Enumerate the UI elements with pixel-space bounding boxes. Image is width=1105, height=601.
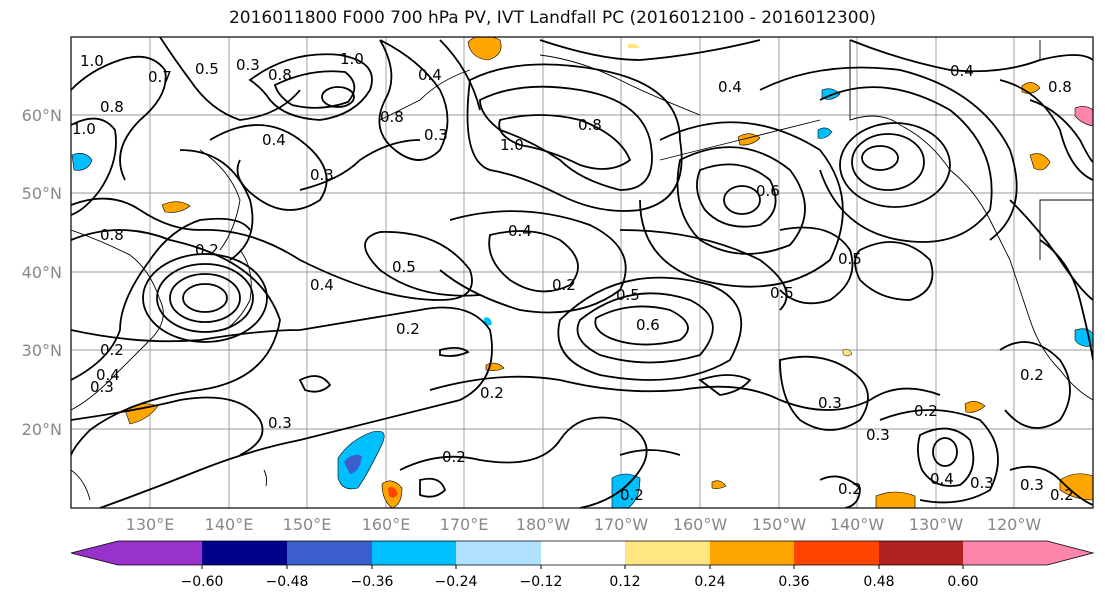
lon-label: 130°E <box>126 515 175 534</box>
contour-label: 0.2 <box>1050 486 1074 504</box>
contour-label: 0.4 <box>96 366 120 384</box>
ivt-shading <box>71 37 1093 508</box>
contour-label: 0.6 <box>636 316 660 334</box>
contour-label: 1.0 <box>500 136 524 154</box>
contour-label: 0.2 <box>620 486 644 504</box>
contour-label: 1.0 <box>72 120 96 138</box>
contour-label: 0.5 <box>770 284 794 302</box>
lon-label: 160°E <box>362 515 411 534</box>
contour-label: 0.8 <box>380 108 404 126</box>
contour-label: 0.3 <box>970 474 994 492</box>
longitude-labels: 130°E 140°E 150°E 160°E 170°E 180°W 170°… <box>126 515 1042 534</box>
contour-label: 0.2 <box>100 341 124 359</box>
colorbar-segment <box>625 541 710 565</box>
map-background <box>71 37 1093 508</box>
contour-label: 0.4 <box>262 131 286 149</box>
contour-label: 0.2 <box>442 448 466 466</box>
contour-label: 0.4 <box>950 62 974 80</box>
contour-label: 0.3 <box>236 56 260 74</box>
contour-label: 0.5 <box>392 258 416 276</box>
contour-label: 0.3 <box>818 394 842 412</box>
contour-label: 0.4 <box>718 78 742 96</box>
lon-label: 120°W <box>987 515 1042 534</box>
colorbar-segment <box>794 541 879 565</box>
lon-label: 170°E <box>440 515 489 534</box>
colorbar-tick-label: −0.36 <box>351 574 394 590</box>
contour-label: 0.2 <box>838 480 862 498</box>
colorbar-segment <box>963 541 1047 565</box>
contour-label: 0.8 <box>100 98 124 116</box>
contour-label: 0.4 <box>508 222 532 240</box>
contour-label: 0.4 <box>418 66 442 84</box>
lon-label: 140°W <box>830 515 885 534</box>
colorbar-segment <box>710 541 794 565</box>
colorbar-tick-label: −0.60 <box>181 574 224 590</box>
contour-label: 0.4 <box>310 276 334 294</box>
colorbar-segment <box>372 541 456 565</box>
contour-label: 0.3 <box>1020 476 1044 494</box>
latitude-labels: 60°N 50°N 40°N 30°N 20°N <box>22 106 62 439</box>
colorbar-tick-label: 0.60 <box>947 574 978 590</box>
lat-label: 50°N <box>22 184 62 203</box>
contour-label: 0.2 <box>480 384 504 402</box>
colorbar-tick-label: 0.36 <box>778 574 809 590</box>
contour-label: 0.8 <box>578 116 602 134</box>
contour-label: 0.2 <box>195 241 219 259</box>
colorbar-tick-label: 0.48 <box>863 574 894 590</box>
lon-label: 130°W <box>909 515 964 534</box>
contour-label: 0.4 <box>930 470 954 488</box>
colorbar-min-arrow <box>71 541 118 565</box>
colorbar-segment <box>879 541 963 565</box>
contour-label: 0.5 <box>195 60 219 78</box>
lon-label: 170°W <box>594 515 649 534</box>
contour-label: 0.3 <box>90 378 114 396</box>
map-frame <box>70 36 1094 509</box>
coastlines <box>71 40 1093 501</box>
lat-label: 40°N <box>22 263 62 282</box>
colorbar-segment <box>456 541 541 565</box>
contour-label: 0.8 <box>268 66 292 84</box>
pv-contours <box>71 37 1093 508</box>
colorbar-segment <box>202 541 287 565</box>
colorbar-tick-label: −0.24 <box>435 574 478 590</box>
colorbar-segment <box>541 541 625 565</box>
contour-label: 0.3 <box>866 426 890 444</box>
contour-label: 0.2 <box>552 276 576 294</box>
contour-label: 0.3 <box>424 126 448 144</box>
contour-label: 0.6 <box>756 182 780 200</box>
contour-label: 0.2 <box>396 320 420 338</box>
colorbar-tick-label: 0.24 <box>694 574 725 590</box>
lon-label: 150°W <box>752 515 807 534</box>
lon-label: 160°W <box>673 515 728 534</box>
lon-label: 150°E <box>283 515 332 534</box>
colorbar-tick-label: −0.12 <box>520 574 563 590</box>
colorbar-max-arrow <box>1047 541 1093 565</box>
lon-label: 180°W <box>516 515 571 534</box>
colorbar: −0.60 −0.48 −0.36 −0.24 −0.12 0.12 0.24 … <box>70 540 1095 590</box>
contour-label: 1.0 <box>340 50 364 68</box>
contour-label: 0.3 <box>268 414 292 432</box>
lon-label: 140°E <box>205 515 254 534</box>
colorbar-tick-label: 0.12 <box>609 574 640 590</box>
contour-label: 0.7 <box>148 68 172 86</box>
contour-label: 0.2 <box>1020 366 1044 384</box>
map-title: 2016011800 F000 700 hPa PV, IVT Landfall… <box>228 8 876 28</box>
contour-label: 0.5 <box>616 286 640 304</box>
lat-label: 60°N <box>22 106 62 125</box>
contour-label: 1.0 <box>80 52 104 70</box>
contour-label: 0.3 <box>310 166 334 184</box>
contour-label: 0.5 <box>838 250 862 268</box>
contour-label: 0.8 <box>1048 78 1072 96</box>
colorbar-segment <box>287 541 372 565</box>
lat-label: 20°N <box>22 420 62 439</box>
lat-label: 30°N <box>22 341 62 360</box>
colorbar-segment <box>118 541 202 565</box>
colorbar-tick-label: −0.48 <box>266 574 309 590</box>
contour-labels: 1.0 0.5 0.3 0.8 1.0 0.4 0.8 0.4 1.0 0.8 … <box>72 50 1074 504</box>
contour-label: 0.2 <box>914 402 938 420</box>
contour-label: 0.8 <box>100 226 124 244</box>
